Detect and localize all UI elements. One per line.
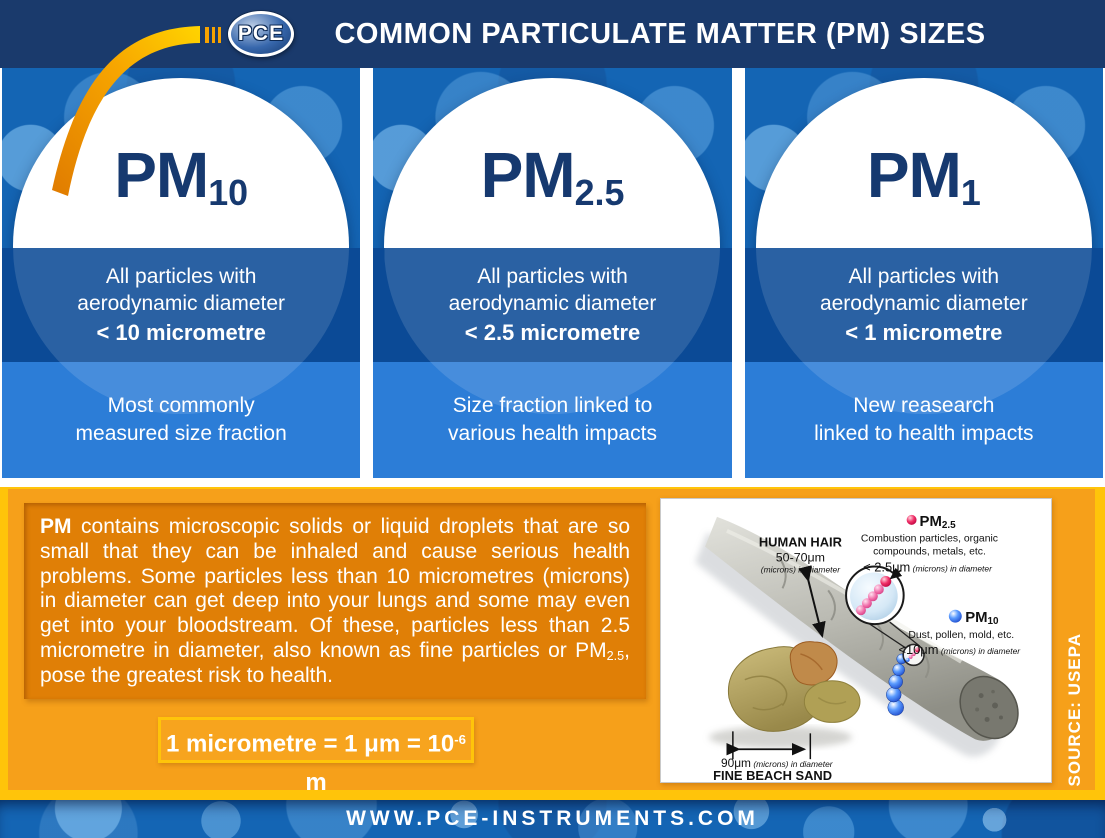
pm10-legend-size: <10μm [898, 642, 938, 657]
pm10-fact-band: Most commonly measured size fraction [2, 362, 361, 478]
definition-size-line: < 2.5 micrometre [464, 320, 641, 346]
svg-text:< 2.5μm (microns) in diameter: < 2.5μm (microns) in diameter [863, 559, 993, 574]
fact-line: Most commonly [107, 394, 255, 418]
pm25-fact-band: Size fraction linked to various health i… [373, 362, 732, 478]
pm10-legend-line1: Dust, pollen, mold, etc. [908, 630, 1014, 641]
sand-size-text: 90μm [721, 756, 751, 770]
pm-label-main: PM [480, 139, 576, 211]
pm25-legend: PM2.5 Combustion particles, organic comp… [861, 514, 998, 575]
pm-column-pm25: PM2.5 All particles with aerodynamic dia… [373, 68, 732, 478]
fact-line: New reasearch [853, 394, 995, 418]
equation-exponent: -6 [454, 732, 466, 747]
pm10-legend-label: PM [965, 610, 987, 626]
equation-text: 1 micrometre = 1 μm = 10 [166, 730, 455, 758]
svg-text:PM10: PM10 [965, 610, 999, 627]
info-frame: PM contains microscopic solids or liquid… [8, 489, 1095, 796]
definition-line: aerodynamic diameter [819, 292, 1028, 316]
header: PCE COMMON PARTICULATE MATTER (PM) SIZES [0, 0, 1105, 196]
pm25-legend-line1: Combustion particles, organic [861, 534, 998, 545]
big-magnifier-circle [845, 565, 905, 626]
info-section: PM contains microscopic solids or liquid… [0, 487, 1105, 800]
pm-label-sub: 10 [208, 172, 249, 213]
pm-comparison-illustration: 90μm (microns) in diameter FINE BEACH SA… [695, 514, 1021, 783]
sand-shadow [709, 726, 853, 749]
pm-description-lead: PM [40, 515, 72, 538]
pm-label-main: PM [866, 139, 962, 211]
website-url: WWW.PCE-INSTRUMENTS.COM [346, 807, 759, 830]
svg-text:<10μm (microns) in diameter: <10μm (microns) in diameter [898, 642, 1021, 657]
pm-label-main: PM [114, 139, 209, 211]
definition-size-line: < 1 micrometre [845, 320, 1003, 346]
svg-text:90μm (microns) in diameter: 90μm (microns) in diameter [721, 756, 834, 770]
page-title: COMMON PARTICULATE MATTER (PM) SIZES [334, 18, 986, 50]
hair-cross-section [959, 675, 1019, 740]
pm10-size-label: PM10 [114, 138, 248, 214]
pce-logo-text: PCE [237, 22, 285, 45]
footer: WWW.PCE-INSTRUMENTS.COM [0, 800, 1105, 838]
pm25-legend-line2: compounds, metals, etc. [873, 547, 986, 558]
sand-label: 90μm (microns) in diameter FINE BEACH SA… [713, 731, 834, 783]
pm-column-pm10: PM10 All particles with aerodynamic diam… [2, 68, 361, 478]
pm10-definition-band: All particles with aerodynamic diameter … [2, 248, 361, 362]
pm10-legend-sub: 10 [988, 616, 1000, 627]
pm1-definition-band: All particles with aerodynamic diameter … [744, 248, 1103, 362]
fact-line: linked to health impacts [814, 422, 1034, 445]
sand-size-note: (microns) in diameter [751, 759, 834, 769]
pm-label-sub: 1 [960, 172, 981, 213]
pm25-size-label: PM2.5 [481, 138, 625, 214]
human-hair-title: HUMAN HAIR [759, 535, 843, 550]
pm-description-subscript: 2.5 [606, 648, 625, 663]
pm-label-sub: 2.5 [574, 172, 625, 213]
svg-text:PM2.5: PM2.5 [920, 514, 957, 531]
human-hair-label: HUMAN HAIR 50-70μm (microns) in diameter [759, 535, 843, 638]
pm25-legend-sub: 2.5 [942, 520, 956, 531]
definition-line: aerodynamic diameter [448, 292, 657, 316]
pm1-fact-band: New reasearch linked to health impacts [744, 362, 1103, 478]
pm-columns: PM10 All particles with aerodynamic diam… [0, 68, 1105, 478]
pm10-particle-chain [886, 653, 907, 716]
fact-line: measured size fraction [75, 422, 287, 445]
source-credit: SOURCE: USEPA [1065, 632, 1084, 786]
hair-comparison-panel: 90μm (microns) in diameter FINE BEACH SA… [660, 498, 1052, 783]
pm25-legend-note: (microns) in diameter [910, 563, 993, 573]
micrometre-equation-box: 1 micrometre = 1 μm = 10-6 m [158, 717, 474, 796]
definition-line: All particles with [848, 264, 1000, 288]
definition-line: aerodynamic diameter [77, 292, 286, 316]
sand-name-text: FINE BEACH SAND [713, 768, 832, 782]
definition-line: All particles with [105, 264, 257, 288]
definition-size-line: < 10 micrometre [96, 320, 266, 346]
pm-description-text: contains microscopic solids or liquid dr… [40, 515, 630, 662]
sand-grains [727, 641, 861, 732]
pm10-legend-note: (microns) in diameter [938, 646, 1021, 656]
pm-column-pm1: PM1 All particles with aerodynamic diame… [744, 68, 1103, 478]
pm25-legend-size: < 2.5μm [863, 559, 910, 574]
pm25-legend-label: PM [920, 514, 942, 530]
pm10-legend: PM10 Dust, pollen, mold, etc. <10μm (mic… [898, 609, 1021, 657]
fact-line: Size fraction linked to [452, 394, 653, 418]
pm-description-tail: , pose the greatest risk to health. [40, 638, 630, 687]
human-hair-size: 50-70μm [776, 551, 825, 565]
definition-line: All particles with [477, 264, 628, 288]
human-hair-note: (microns) in diameter [761, 564, 841, 574]
pce-logo: PCE [228, 11, 294, 57]
fact-line: various health impacts [448, 422, 657, 445]
equation-unit: m [305, 769, 327, 797]
pm-description-box: PM contains microscopic solids or liquid… [24, 503, 646, 699]
pm1-size-label: PM1 [867, 138, 981, 214]
pm25-definition-band: All particles with aerodynamic diameter … [373, 248, 732, 362]
